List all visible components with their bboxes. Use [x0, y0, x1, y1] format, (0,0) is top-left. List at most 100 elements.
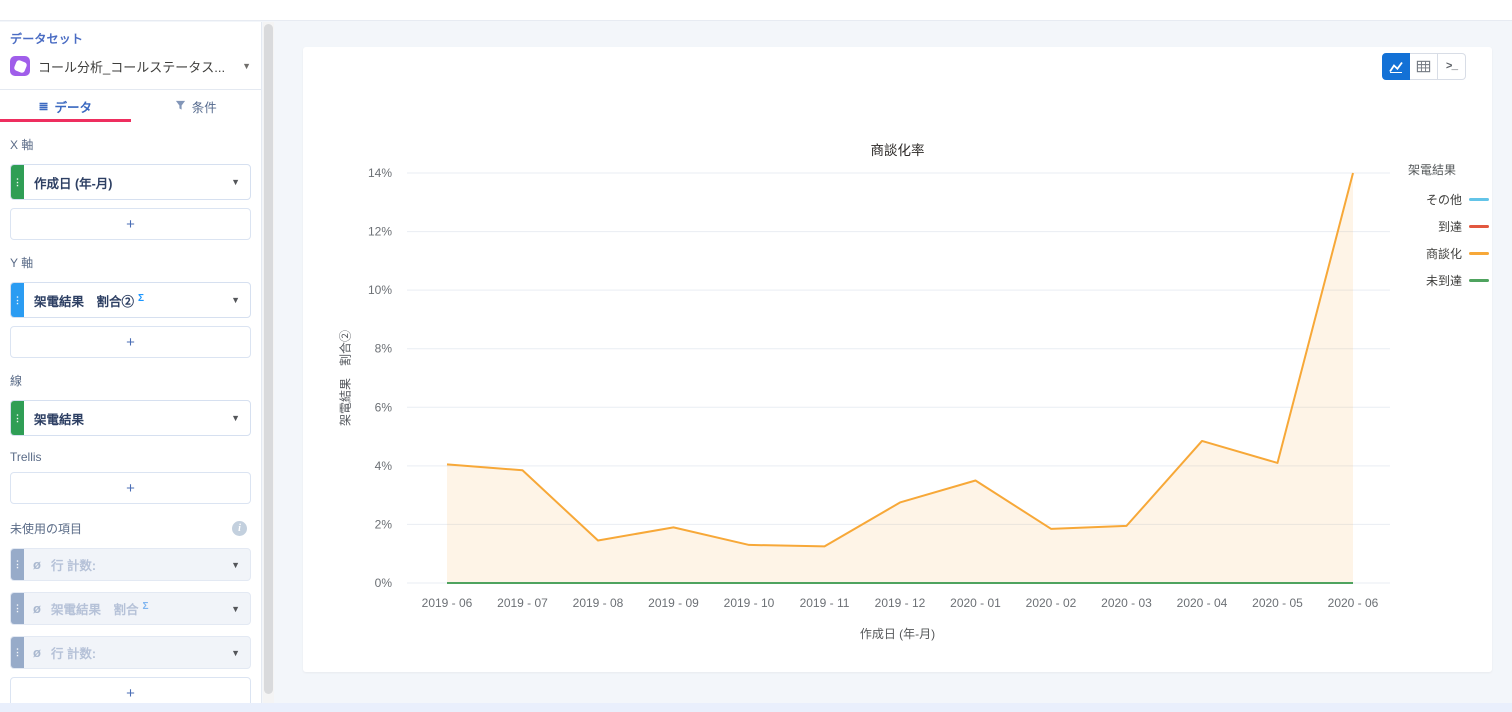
info-icon[interactable]: i [232, 521, 247, 536]
legend-entry[interactable]: その他 [1375, 191, 1489, 208]
dataset-name: コール分析_コールステータス... [38, 59, 226, 75]
line-section-label: 線 [10, 374, 23, 388]
tab-data-label: データ [54, 100, 93, 115]
svg-text:2019 - 07: 2019 - 07 [497, 596, 548, 610]
x-axis-section-label: X 軸 [10, 138, 34, 152]
chart-legend: 架電結果 その他到達商談化未到達 [1375, 161, 1489, 299]
sigma-icon: Σ [138, 292, 145, 304]
legend-swatch [1469, 198, 1489, 201]
sidebar-scrollbar[interactable] [263, 22, 274, 703]
legend-swatch [1469, 225, 1489, 228]
sidebar-scrollbar-thumb[interactable] [264, 24, 273, 694]
svg-text:2020 - 02: 2020 - 02 [1026, 596, 1077, 610]
svg-text:2020 - 03: 2020 - 03 [1101, 596, 1152, 610]
svg-text:2%: 2% [375, 517, 393, 531]
top-strip [0, 0, 1512, 21]
x-axis-field-pill[interactable]: ⋮ 作成日 (年-月) ▼ [10, 164, 251, 200]
view-toggle-group: >_ [1382, 53, 1466, 80]
unused-field-pill[interactable]: ⋮ ø 行 計数: ▼ [10, 548, 251, 581]
unused-field-name: 行 計数: [50, 559, 97, 573]
legend-entry-label: 未到達 [1425, 274, 1462, 288]
x-axis-title: 作成日 (年-月) [859, 627, 936, 641]
svg-text:2020 - 01: 2020 - 01 [950, 596, 1001, 610]
legend-entry[interactable]: 未到達 [1375, 272, 1489, 289]
table-icon [1416, 60, 1431, 73]
drag-handle-icon[interactable]: ⋮ [11, 165, 24, 199]
svg-text:2019 - 11: 2019 - 11 [800, 596, 850, 610]
legend-entry[interactable]: 商談化 [1375, 245, 1489, 262]
svg-text:2020 - 06: 2020 - 06 [1328, 596, 1379, 610]
y-axis-field-name: 架電結果 割合② [34, 294, 135, 309]
drag-handle-icon[interactable]: ⋮ [11, 401, 24, 435]
trellis-section-label: Trellis [10, 450, 42, 464]
legend-entries: その他到達商談化未到達 [1375, 191, 1489, 289]
unused-field-pill[interactable]: ⋮ ø 架電結果 割合 Σ ▼ [10, 592, 251, 625]
svg-text:2019 - 08: 2019 - 08 [573, 596, 624, 610]
chart-title: 商談化率 [870, 143, 925, 158]
funnel-icon [175, 100, 186, 113]
dataset-selector[interactable]: コール分析_コールステータス... ▼ [10, 56, 251, 76]
add-x-axis-field-button[interactable]: + [10, 208, 251, 240]
eye-off-icon: ø [33, 601, 41, 616]
chevron-down-icon[interactable]: ▼ [231, 647, 240, 658]
chart-builder-sidebar: データセット コール分析_コールステータス... ▼ ≣ データ 条件 X 軸 … [0, 22, 262, 709]
drag-handle-icon[interactable]: ⋮ [11, 593, 24, 624]
svg-text:2019 - 09: 2019 - 09 [648, 596, 699, 610]
chevron-down-icon[interactable]: ▼ [231, 603, 240, 614]
sigma-icon: Σ [142, 601, 149, 612]
x-axis-field-name: 作成日 (年-月) [34, 176, 113, 191]
chevron-down-icon[interactable]: ▼ [231, 559, 240, 570]
svg-text:14%: 14% [368, 166, 392, 180]
y-axis-field-pill[interactable]: ⋮ 架電結果 割合② Σ ▼ [10, 282, 251, 318]
query-view-button[interactable]: >_ [1438, 53, 1466, 80]
drag-handle-icon[interactable]: ⋮ [11, 283, 24, 317]
svg-text:4%: 4% [375, 459, 393, 473]
line-chart-icon [1389, 61, 1403, 73]
svg-text:12%: 12% [368, 225, 392, 239]
line-field-name: 架電結果 [34, 412, 85, 427]
sidebar-tabs: ≣ データ 条件 [0, 89, 261, 122]
console-icon: >_ [1445, 60, 1458, 73]
unused-field-name: 架電結果 割合 [50, 603, 139, 617]
chart-card: >_ 商談化率 架電結果 割合② 0% 2% 4% 6% 8% 10% 12% 14% 2019… [303, 47, 1492, 672]
legend-entry[interactable]: 到達 [1375, 218, 1489, 235]
drag-handle-icon[interactable]: ⋮ [11, 637, 24, 668]
eye-off-icon: ø [33, 557, 41, 572]
chevron-down-icon[interactable]: ▼ [231, 413, 240, 423]
svg-text:2019 - 06: 2019 - 06 [422, 596, 473, 610]
bottom-strip [0, 703, 1512, 712]
svg-text:10%: 10% [368, 283, 392, 297]
chart-view-button[interactable] [1382, 53, 1410, 80]
line-field-pill[interactable]: ⋮ 架電結果 ▼ [10, 400, 251, 436]
tab-data[interactable]: ≣ データ [0, 90, 131, 122]
tab-filter[interactable]: 条件 [131, 90, 262, 122]
chevron-down-icon: ▼ [242, 61, 251, 71]
unused-fields-label: 未使用の項目 [10, 522, 83, 536]
y-axis-section-label: Y 軸 [10, 256, 34, 270]
active-tab-underline [0, 119, 131, 122]
dataset-icon [10, 56, 30, 76]
legend-swatch [1469, 279, 1489, 282]
svg-text:2019 - 10: 2019 - 10 [724, 596, 775, 610]
line-chart-plot[interactable]: 0% 2% 4% 6% 8% 10% 12% 14% 2019 - 06 2019 - 07 201… [303, 47, 1492, 672]
svg-text:6%: 6% [375, 400, 393, 414]
dataset-label: データセット [10, 32, 84, 46]
svg-text:0%: 0% [375, 576, 393, 590]
unused-field-pill[interactable]: ⋮ ø 行 計数: ▼ [10, 636, 251, 669]
svg-text:2019 - 12: 2019 - 12 [875, 596, 926, 610]
tab-filter-label: 条件 [191, 100, 217, 115]
svg-text:2020 - 05: 2020 - 05 [1252, 596, 1303, 610]
svg-text:2020 - 04: 2020 - 04 [1177, 596, 1228, 610]
add-y-axis-field-button[interactable]: + [10, 326, 251, 358]
add-trellis-field-button[interactable]: + [10, 472, 251, 504]
table-view-button[interactable] [1410, 53, 1438, 80]
chevron-down-icon[interactable]: ▼ [231, 177, 240, 187]
dataset-icon-blob [12, 58, 28, 74]
eye-off-icon: ø [33, 645, 41, 660]
legend-title: 架電結果 [1407, 163, 1456, 177]
legend-entry-label: その他 [1425, 193, 1462, 207]
drag-handle-icon[interactable]: ⋮ [11, 549, 24, 580]
legend-swatch [1469, 252, 1489, 255]
chevron-down-icon[interactable]: ▼ [231, 295, 240, 305]
legend-entry-label: 商談化 [1425, 247, 1462, 261]
